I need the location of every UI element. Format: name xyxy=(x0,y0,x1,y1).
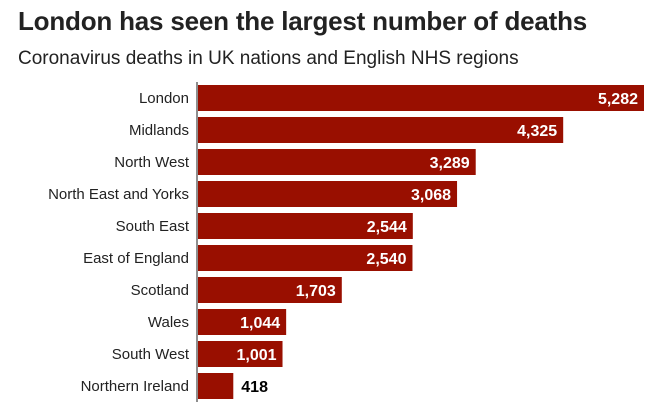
data-label: 2,540 xyxy=(366,251,406,268)
data-label: 3,289 xyxy=(430,155,470,172)
category-label: Scotland xyxy=(131,282,189,299)
chart-subtitle: Coronavirus deaths in UK nations and Eng… xyxy=(18,48,519,69)
category-label: South West xyxy=(112,346,190,363)
data-label: 3,068 xyxy=(411,187,451,204)
data-label: 5,282 xyxy=(598,91,638,108)
data-label: 1,703 xyxy=(296,283,336,300)
category-label: Wales xyxy=(148,314,189,331)
bar-1 xyxy=(198,117,564,143)
category-label: North East and Yorks xyxy=(48,186,189,203)
data-label: 4,325 xyxy=(517,123,557,140)
bar-3 xyxy=(198,181,458,207)
data-label: 1,044 xyxy=(240,315,280,332)
category-label: London xyxy=(139,90,189,107)
category-label: South East xyxy=(116,218,190,235)
data-label: 418 xyxy=(241,379,268,396)
category-label: East of England xyxy=(83,250,189,267)
category-label: Northern Ireland xyxy=(81,378,189,395)
bar-5 xyxy=(198,245,413,271)
bar-2 xyxy=(198,149,476,175)
bar-8 xyxy=(198,341,283,367)
chart-title: London has seen the largest number of de… xyxy=(18,6,588,36)
bar-6 xyxy=(198,277,342,303)
bar-0 xyxy=(198,85,644,111)
data-label: 2,544 xyxy=(367,219,407,236)
category-label: North West xyxy=(114,154,190,171)
bar-7 xyxy=(198,309,287,335)
category-label: Midlands xyxy=(129,122,189,139)
bar-4 xyxy=(198,213,413,239)
bar-9 xyxy=(198,373,234,399)
data-label: 1,001 xyxy=(236,347,276,364)
